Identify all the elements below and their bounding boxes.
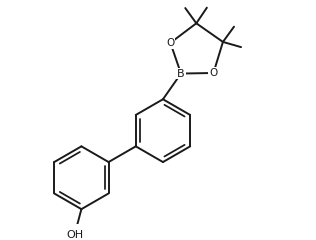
Text: B: B <box>177 69 185 78</box>
Text: OH: OH <box>66 230 83 240</box>
Text: O: O <box>209 68 217 78</box>
Text: O: O <box>166 38 174 48</box>
